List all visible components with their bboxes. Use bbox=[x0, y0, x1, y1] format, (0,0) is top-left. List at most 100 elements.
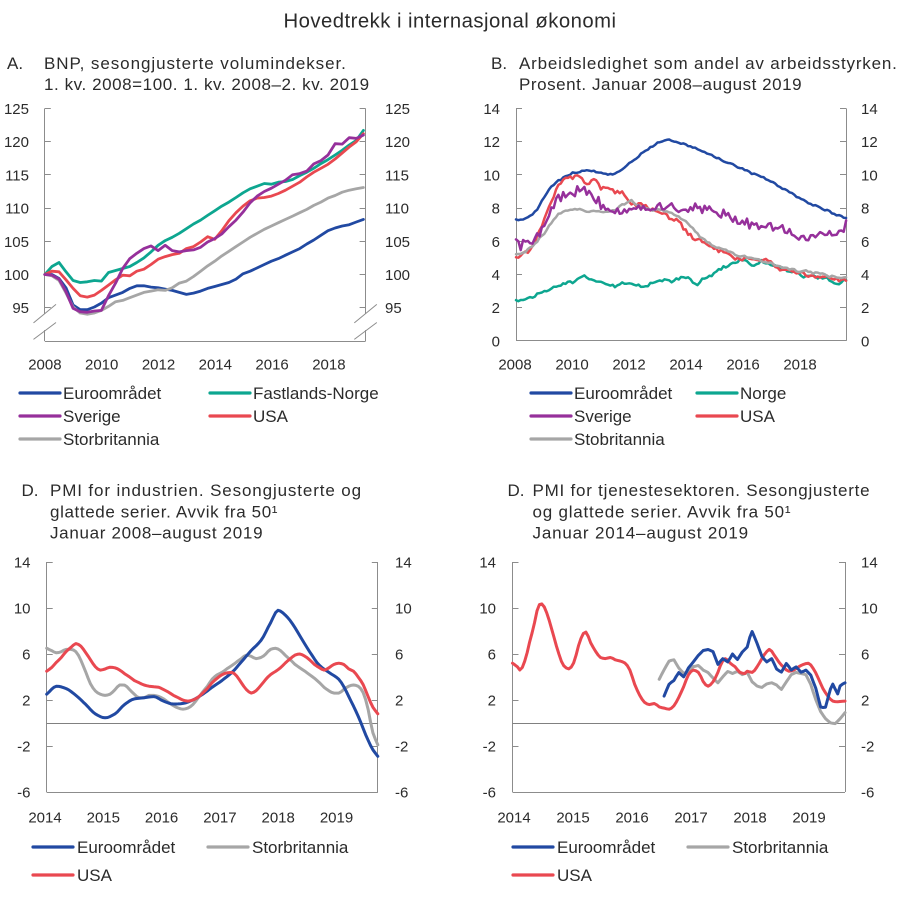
svg-text:2018: 2018 bbox=[783, 356, 816, 373]
svg-text:2016: 2016 bbox=[726, 356, 759, 373]
svg-text:2019: 2019 bbox=[792, 809, 825, 826]
svg-text:110: 110 bbox=[385, 201, 409, 218]
svg-text:Prosent. Januar 2008–august 20: Prosent. Januar 2008–august 2019 bbox=[519, 75, 802, 94]
svg-text:0: 0 bbox=[492, 333, 500, 350]
svg-text:14: 14 bbox=[14, 555, 31, 572]
svg-text:Arbeidsledighet som andel av a: Arbeidsledighet som andel av arbeidsstyr… bbox=[519, 54, 898, 73]
svg-text:115: 115 bbox=[385, 167, 409, 184]
svg-text:125: 125 bbox=[4, 101, 29, 118]
svg-text:Hovedtrekk i internasjonal øko: Hovedtrekk i internasjonal økonomi bbox=[283, 11, 616, 33]
svg-text:4: 4 bbox=[861, 267, 869, 284]
svg-text:Sverige: Sverige bbox=[63, 407, 121, 426]
svg-text:2016: 2016 bbox=[615, 809, 648, 826]
svg-text:2: 2 bbox=[395, 693, 403, 710]
svg-text:105: 105 bbox=[385, 234, 410, 251]
svg-text:-6: -6 bbox=[395, 785, 408, 802]
svg-text:2014: 2014 bbox=[669, 356, 702, 373]
svg-text:2018: 2018 bbox=[312, 356, 345, 373]
svg-text:-6: -6 bbox=[483, 785, 496, 802]
svg-text:2010: 2010 bbox=[555, 356, 588, 373]
svg-text:-2: -2 bbox=[395, 739, 408, 756]
svg-text:2019: 2019 bbox=[320, 809, 353, 826]
svg-text:D.: D. bbox=[22, 481, 39, 500]
svg-text:2018: 2018 bbox=[733, 809, 766, 826]
svg-text:2012: 2012 bbox=[612, 356, 645, 373]
svg-text:USA: USA bbox=[557, 866, 593, 885]
svg-text:10: 10 bbox=[479, 601, 496, 618]
svg-text:10: 10 bbox=[395, 601, 412, 618]
svg-text:2017: 2017 bbox=[674, 809, 707, 826]
svg-text:2: 2 bbox=[488, 693, 496, 710]
svg-text:Januar 2014–august 2019: Januar 2014–august 2019 bbox=[533, 524, 749, 543]
svg-text:Sverige: Sverige bbox=[574, 407, 632, 426]
svg-text:-2: -2 bbox=[17, 739, 30, 756]
svg-text:Storbritannia: Storbritannia bbox=[63, 430, 160, 449]
svg-text:2017: 2017 bbox=[203, 809, 236, 826]
svg-text:14: 14 bbox=[861, 101, 878, 118]
svg-text:115: 115 bbox=[5, 167, 29, 184]
svg-text:10: 10 bbox=[483, 167, 500, 184]
svg-text:-2: -2 bbox=[861, 739, 874, 756]
svg-text:Januar 2008–august 2019: Januar 2008–august 2019 bbox=[50, 524, 263, 543]
svg-text:12: 12 bbox=[483, 134, 500, 151]
svg-text:125: 125 bbox=[385, 101, 410, 118]
svg-text:2012: 2012 bbox=[142, 356, 175, 373]
svg-text:Storbritannia: Storbritannia bbox=[252, 838, 349, 857]
svg-text:2008: 2008 bbox=[498, 356, 531, 373]
svg-text:USA: USA bbox=[740, 407, 776, 426]
svg-text:2016: 2016 bbox=[255, 356, 288, 373]
svg-text:2016: 2016 bbox=[145, 809, 178, 826]
svg-text:10: 10 bbox=[14, 601, 31, 618]
svg-text:100: 100 bbox=[385, 267, 410, 284]
svg-text:8: 8 bbox=[861, 201, 869, 218]
svg-text:og glattede serier. Avvik fra: og glattede serier. Avvik fra 50¹ bbox=[533, 503, 792, 522]
svg-text:B.: B. bbox=[491, 54, 507, 73]
svg-text:BNP, sesongjusterte volumindek: BNP, sesongjusterte volumindekser. bbox=[44, 54, 347, 73]
svg-text:Storbritannia: Storbritannia bbox=[732, 838, 829, 857]
svg-text:0: 0 bbox=[861, 333, 869, 350]
svg-text:Stobritannia: Stobritannia bbox=[574, 430, 665, 449]
svg-text:2010: 2010 bbox=[85, 356, 118, 373]
svg-text:2018: 2018 bbox=[262, 809, 295, 826]
svg-text:105: 105 bbox=[4, 234, 29, 251]
svg-text:glattede serier. Avvik fra 50¹: glattede serier. Avvik fra 50¹ bbox=[50, 503, 278, 522]
svg-text:120: 120 bbox=[385, 134, 410, 151]
svg-text:-6: -6 bbox=[861, 785, 874, 802]
svg-text:PMI for industrien. Sesongjust: PMI for industrien. Sesongjusterte og bbox=[50, 481, 362, 500]
svg-text:4: 4 bbox=[492, 267, 500, 284]
svg-text:2015: 2015 bbox=[556, 809, 589, 826]
svg-text:6: 6 bbox=[861, 234, 869, 251]
svg-text:6: 6 bbox=[492, 234, 500, 251]
svg-text:95: 95 bbox=[12, 300, 29, 317]
svg-text:Euroområdet: Euroområdet bbox=[557, 838, 656, 857]
svg-text:2: 2 bbox=[492, 300, 500, 317]
svg-text:6: 6 bbox=[488, 647, 496, 664]
svg-text:8: 8 bbox=[492, 201, 500, 218]
svg-text:2008: 2008 bbox=[28, 356, 61, 373]
svg-text:2: 2 bbox=[861, 300, 869, 317]
svg-text:2014: 2014 bbox=[497, 809, 530, 826]
svg-text:PMI for tjenestesektoren. Seso: PMI for tjenestesektoren. Sesongjusterte bbox=[533, 481, 871, 500]
svg-text:Euroområdet: Euroområdet bbox=[574, 384, 673, 403]
svg-text:100: 100 bbox=[4, 267, 29, 284]
svg-text:2015: 2015 bbox=[87, 809, 120, 826]
svg-text:Norge: Norge bbox=[740, 384, 786, 403]
svg-text:D.: D. bbox=[508, 481, 525, 500]
svg-text:95: 95 bbox=[385, 300, 402, 317]
svg-text:14: 14 bbox=[483, 101, 500, 118]
svg-text:14: 14 bbox=[861, 555, 878, 572]
svg-text:6: 6 bbox=[861, 647, 869, 664]
svg-text:2: 2 bbox=[861, 693, 869, 710]
svg-text:USA: USA bbox=[77, 866, 113, 885]
svg-text:6: 6 bbox=[22, 647, 30, 664]
svg-text:2014: 2014 bbox=[199, 356, 232, 373]
svg-text:-6: -6 bbox=[17, 785, 30, 802]
svg-text:14: 14 bbox=[479, 555, 496, 572]
svg-text:2014: 2014 bbox=[28, 809, 61, 826]
svg-text:1. kv. 2008=100. 1. kv. 2008–2: 1. kv. 2008=100. 1. kv. 2008–2. kv. 2019 bbox=[44, 75, 370, 94]
svg-text:Euroområdet: Euroområdet bbox=[77, 838, 176, 857]
svg-text:10: 10 bbox=[861, 601, 878, 618]
svg-text:110: 110 bbox=[5, 201, 29, 218]
svg-text:Euroområdet: Euroområdet bbox=[63, 384, 162, 403]
svg-text:A.: A. bbox=[7, 54, 23, 73]
